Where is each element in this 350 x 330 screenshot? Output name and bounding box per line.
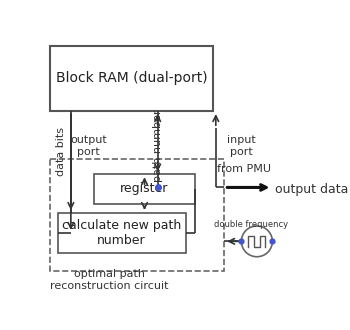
Text: from PMU: from PMU (217, 164, 271, 174)
Text: optimal path
reconstruction circuit: optimal path reconstruction circuit (50, 269, 169, 291)
Text: data bits: data bits (56, 127, 66, 176)
Text: register: register (120, 182, 169, 195)
Text: input
port: input port (227, 135, 256, 157)
Text: Block RAM (dual-port): Block RAM (dual-port) (56, 72, 207, 85)
Bar (50, 46, 213, 111)
Text: output data: output data (275, 183, 348, 196)
Text: calculate new path
number: calculate new path number (62, 219, 181, 247)
Text: double frequency: double frequency (215, 220, 288, 229)
Bar (50, 159, 224, 271)
Text: path number: path number (153, 110, 163, 182)
Bar (58, 213, 186, 253)
Text: output
port: output port (70, 135, 107, 157)
Bar (94, 174, 195, 204)
